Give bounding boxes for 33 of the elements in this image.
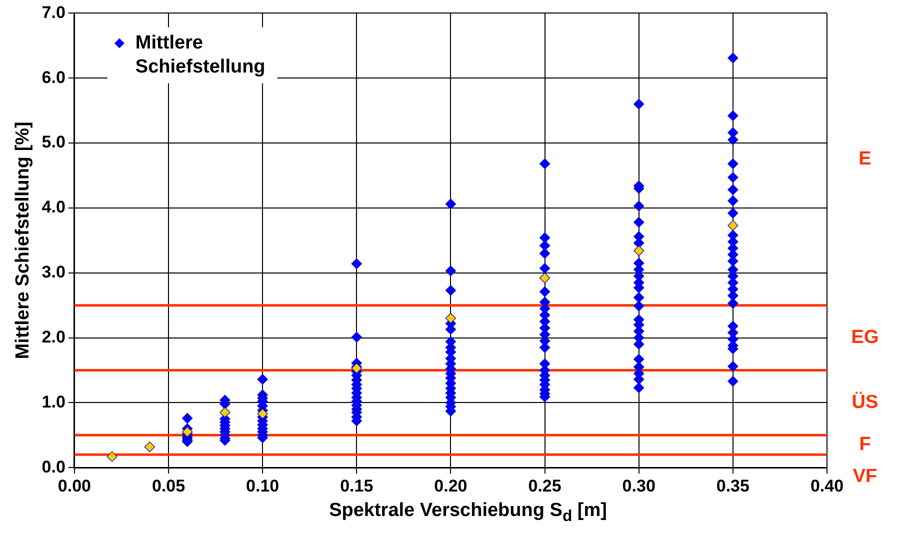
x-tick-label: 0.25: [528, 476, 562, 496]
x-tick-label: 0.15: [340, 476, 374, 496]
x-tick-label: 0.20: [434, 476, 468, 496]
text: VF: [852, 466, 878, 487]
y-tick-label: 4.0: [42, 198, 66, 217]
x-axis-title: Spektrale Verschiebung S$_{d}$ [m]: [328, 500, 608, 526]
point: [144, 441, 156, 452]
y-tick-label: 2.0: [42, 327, 66, 346]
y-tick-label: 7.0: [42, 2, 66, 22]
point: [257, 408, 268, 420]
x-tick-label: 0.30: [622, 476, 656, 496]
text: F: [859, 434, 871, 456]
y-tick-label: 6.0: [42, 68, 66, 87]
point: [106, 451, 118, 462]
x-tick-label: 0.00: [58, 476, 91, 496]
text: E: [858, 148, 872, 170]
point: [220, 407, 230, 418]
y-tick-label: 3.0: [42, 262, 66, 282]
y-tick-label: 1.0: [42, 392, 66, 412]
legend-label: Mittlere Schiefstellung: [135, 32, 266, 78]
x-tick-label: 0.40: [810, 476, 844, 496]
x-tick-label: 0.35: [716, 476, 750, 496]
y-axis-title: Mittlere Schiefstellung [%]: [12, 122, 34, 360]
x-tick-label: 0.10: [246, 476, 280, 496]
point: [445, 312, 456, 324]
point: [728, 220, 738, 231]
x-tick-label: 0.05: [152, 476, 186, 496]
text: EG: [851, 327, 879, 348]
point: [634, 245, 644, 256]
point: [539, 272, 550, 284]
y-tick-label: 0.0: [42, 457, 66, 476]
text: ÜS: [852, 390, 878, 413]
y-tick-label: 5.0: [42, 132, 66, 152]
